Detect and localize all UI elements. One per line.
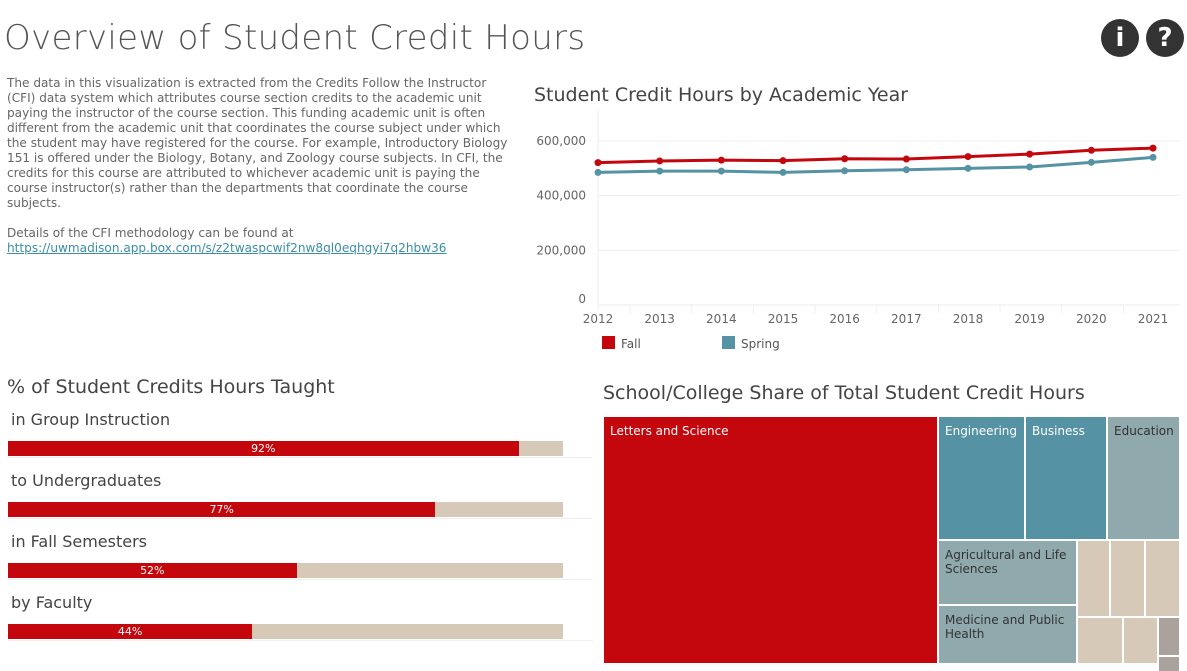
x-tick-label: 2020 bbox=[1076, 312, 1107, 326]
info-icon[interactable]: i bbox=[1101, 19, 1139, 57]
data-point-spring bbox=[1087, 158, 1095, 166]
cell-label: Engineering bbox=[945, 424, 1017, 438]
treemap-cell-business[interactable]: Business bbox=[1026, 417, 1106, 539]
bar-label: in Group Instruction bbox=[11, 410, 171, 429]
data-point-fall bbox=[656, 157, 664, 165]
data-point-spring bbox=[594, 168, 602, 176]
data-point-fall bbox=[1026, 150, 1034, 158]
data-point-fall bbox=[964, 153, 972, 161]
bar-fill[interactable] bbox=[8, 624, 253, 639]
x-tick-label: 2017 bbox=[891, 312, 922, 326]
data-point-spring bbox=[779, 168, 787, 176]
treemap-cell-agriculture[interactable]: Agricultural and Life Sciences bbox=[939, 541, 1076, 604]
bar-fill[interactable] bbox=[8, 502, 436, 517]
cell-label: Medicine and Public Health bbox=[945, 613, 1065, 641]
treemap-cell-small[interactable] bbox=[1159, 618, 1179, 655]
treemap-cell-engineering[interactable]: Engineering bbox=[939, 417, 1024, 539]
bar-track: 44% bbox=[8, 624, 563, 639]
description-text: The data in this visualization is extrac… bbox=[7, 76, 508, 210]
description: The data in this visualization is extrac… bbox=[7, 76, 517, 256]
y-tick-label: 400,000 bbox=[536, 189, 586, 203]
cell-label: Letters and Science bbox=[610, 424, 729, 438]
data-point-fall bbox=[1087, 146, 1095, 154]
line-chart-title: Student Credit Hours by Academic Year bbox=[534, 84, 909, 106]
divider bbox=[8, 640, 593, 641]
data-point-fall bbox=[902, 155, 910, 163]
bar-label: to Undergraduates bbox=[11, 471, 162, 490]
treemap-cell-small[interactable] bbox=[1146, 541, 1179, 616]
data-point-spring bbox=[1149, 153, 1157, 161]
treemap-title: School/College Share of Total Student Cr… bbox=[603, 382, 1085, 404]
data-point-fall bbox=[779, 157, 787, 165]
bar-fill[interactable] bbox=[8, 441, 519, 456]
y-tick-label: 200,000 bbox=[536, 243, 586, 257]
bar-value-label: 92% bbox=[251, 442, 276, 455]
line-chart: 0 200,000 400,000 600,000 2012 2013 2014 2015 20… bbox=[536, 110, 1180, 351]
bar-track: 92% bbox=[8, 441, 563, 456]
bar-track: 77% bbox=[8, 502, 563, 517]
data-point-spring bbox=[717, 167, 725, 175]
bar-track: 52% bbox=[8, 563, 563, 578]
y-tick-label: 0 bbox=[578, 292, 586, 306]
bar-value-label: 77% bbox=[209, 503, 234, 516]
legend-label: Fall bbox=[621, 337, 641, 351]
data-point-spring bbox=[841, 167, 849, 175]
page-title: Overview of Student Credit Hours bbox=[4, 18, 586, 58]
series-line-fall bbox=[597, 146, 1154, 165]
methodology-link[interactable]: https://uwmadison.app.box.com/s/z2twaspc… bbox=[7, 241, 447, 255]
data-point-fall bbox=[717, 156, 725, 164]
x-tick-label: 2015 bbox=[768, 312, 799, 326]
details-text: Details of the CFI methodology can be fo… bbox=[7, 226, 294, 240]
treemap-cell-small[interactable] bbox=[1078, 541, 1109, 616]
bar-value-label: 44% bbox=[117, 625, 143, 638]
bar-label: in Fall Semesters bbox=[11, 532, 147, 551]
divider bbox=[8, 579, 593, 580]
x-tick-label: 2019 bbox=[1014, 312, 1045, 326]
data-point-spring bbox=[656, 167, 664, 175]
bar-fill[interactable] bbox=[8, 563, 297, 578]
cell-label: Business bbox=[1032, 424, 1085, 438]
data-point-fall bbox=[594, 159, 602, 167]
legend-label: Spring bbox=[741, 337, 780, 351]
treemap-cell-education[interactable]: Education bbox=[1108, 417, 1179, 539]
treemap-cell-small[interactable] bbox=[1111, 541, 1144, 616]
divider bbox=[8, 518, 593, 519]
cell-label: Agricultural and Life Sciences bbox=[945, 548, 1067, 576]
treemap-cell-small[interactable] bbox=[1078, 618, 1122, 663]
treemap-cell-medicine[interactable]: Medicine and Public Health bbox=[939, 606, 1076, 663]
x-tick-label: 2016 bbox=[829, 312, 860, 326]
treemap-cell-small[interactable] bbox=[1159, 657, 1179, 671]
x-tick-label: 2018 bbox=[953, 312, 984, 326]
x-tick-label: 2013 bbox=[644, 312, 675, 326]
y-tick-label: 600,000 bbox=[536, 134, 586, 148]
cell-label: Education bbox=[1114, 424, 1174, 438]
data-point-fall bbox=[1149, 144, 1157, 152]
x-tick-label: 2014 bbox=[706, 312, 737, 326]
question-icon[interactable]: ? bbox=[1146, 19, 1184, 57]
treemap-cell-letters-science[interactable]: Letters and Science bbox=[604, 417, 937, 663]
bar-value-label: 52% bbox=[140, 564, 165, 577]
data-point-spring bbox=[1026, 163, 1034, 171]
legend-swatch-spring bbox=[722, 336, 735, 349]
legend-swatch-fall bbox=[602, 336, 615, 349]
series-line-spring bbox=[597, 155, 1154, 174]
data-point-spring bbox=[902, 166, 910, 174]
x-tick-label: 2021 bbox=[1138, 312, 1169, 326]
divider bbox=[8, 457, 593, 458]
bar-label: by Faculty bbox=[11, 593, 93, 612]
data-point-spring bbox=[964, 164, 972, 172]
bar-chart-title: % of Student Credits Hours Taught bbox=[7, 376, 335, 398]
data-point-fall bbox=[841, 155, 849, 163]
treemap-cell-small[interactable] bbox=[1124, 618, 1157, 663]
x-tick-label: 2012 bbox=[583, 312, 614, 326]
